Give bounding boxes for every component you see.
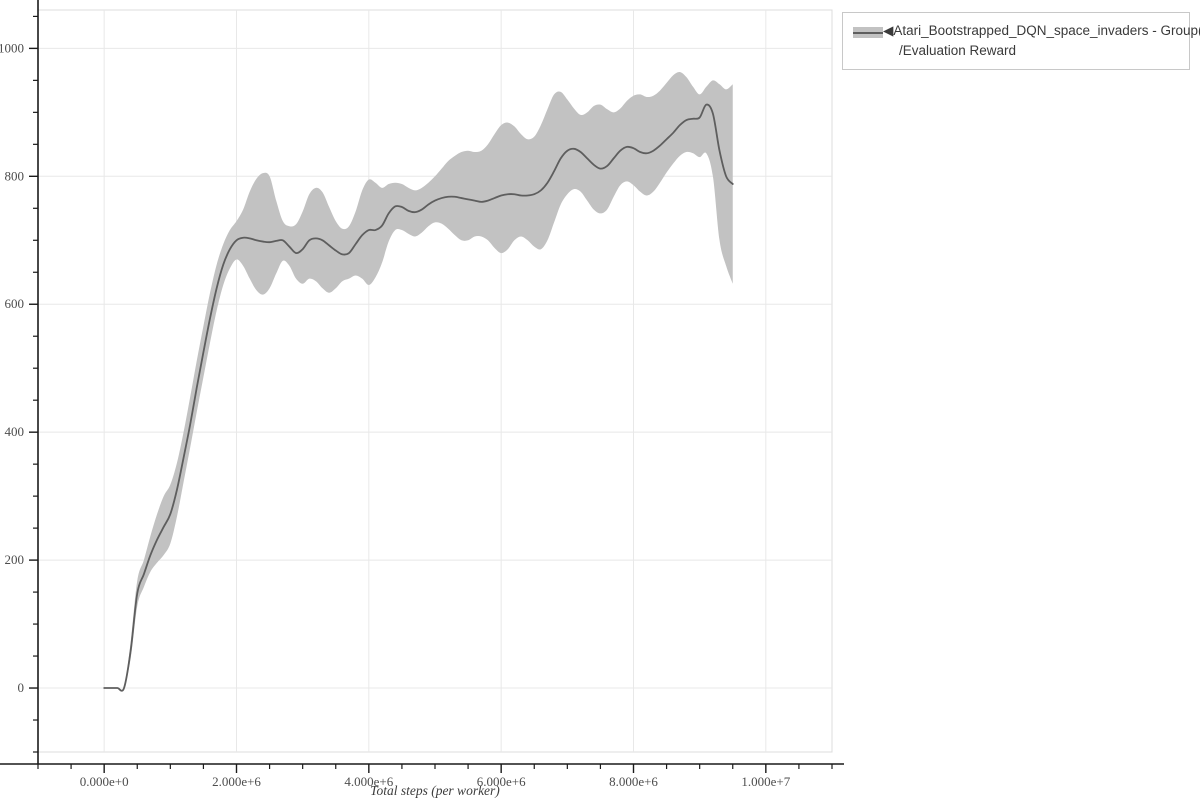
x-tick-label: 0.000e+0 [80,774,129,789]
y-tick-label: 1000 [0,40,24,55]
x-tick-label: 4.000e+6 [344,774,393,789]
legend-line-swatch [853,32,883,34]
legend-label-line2: /Evaluation Reward [899,43,1017,58]
series-line [103,103,734,692]
chart-legend[interactable]: ◀Atari_Bootstrapped_DQN_space_invaders -… [842,12,1200,70]
confidence-band [104,72,733,692]
x-tick-label: 8.000e+6 [609,774,658,789]
y-tick-label: 800 [5,168,25,183]
x-axis-title: Total steps (per worker) [370,783,500,798]
x-tick-label: 1.000e+7 [741,774,790,789]
tick-labels: 0 200 400 600 800 1000 0.000e+0 2.000e+6 4.000e+… [0,40,791,789]
y-tick-label: 600 [5,296,25,311]
legend-entry[interactable]: ◀Atari_Bootstrapped_DQN_space_invaders -… [853,22,1200,40]
y-tick-label: 0 [18,680,25,695]
x-tick-label: 2.000e+6 [212,774,261,789]
axes [0,0,844,773]
x-tick-label: 6.000e+6 [477,774,526,789]
y-tick-label: 200 [5,552,25,567]
grid-lines [38,10,832,752]
legend-label-line1: ◀Atari_Bootstrapped_DQN_space_invaders -… [883,23,1200,38]
y-tick-label: 400 [5,424,25,439]
legend-swatch-icon [853,24,883,40]
